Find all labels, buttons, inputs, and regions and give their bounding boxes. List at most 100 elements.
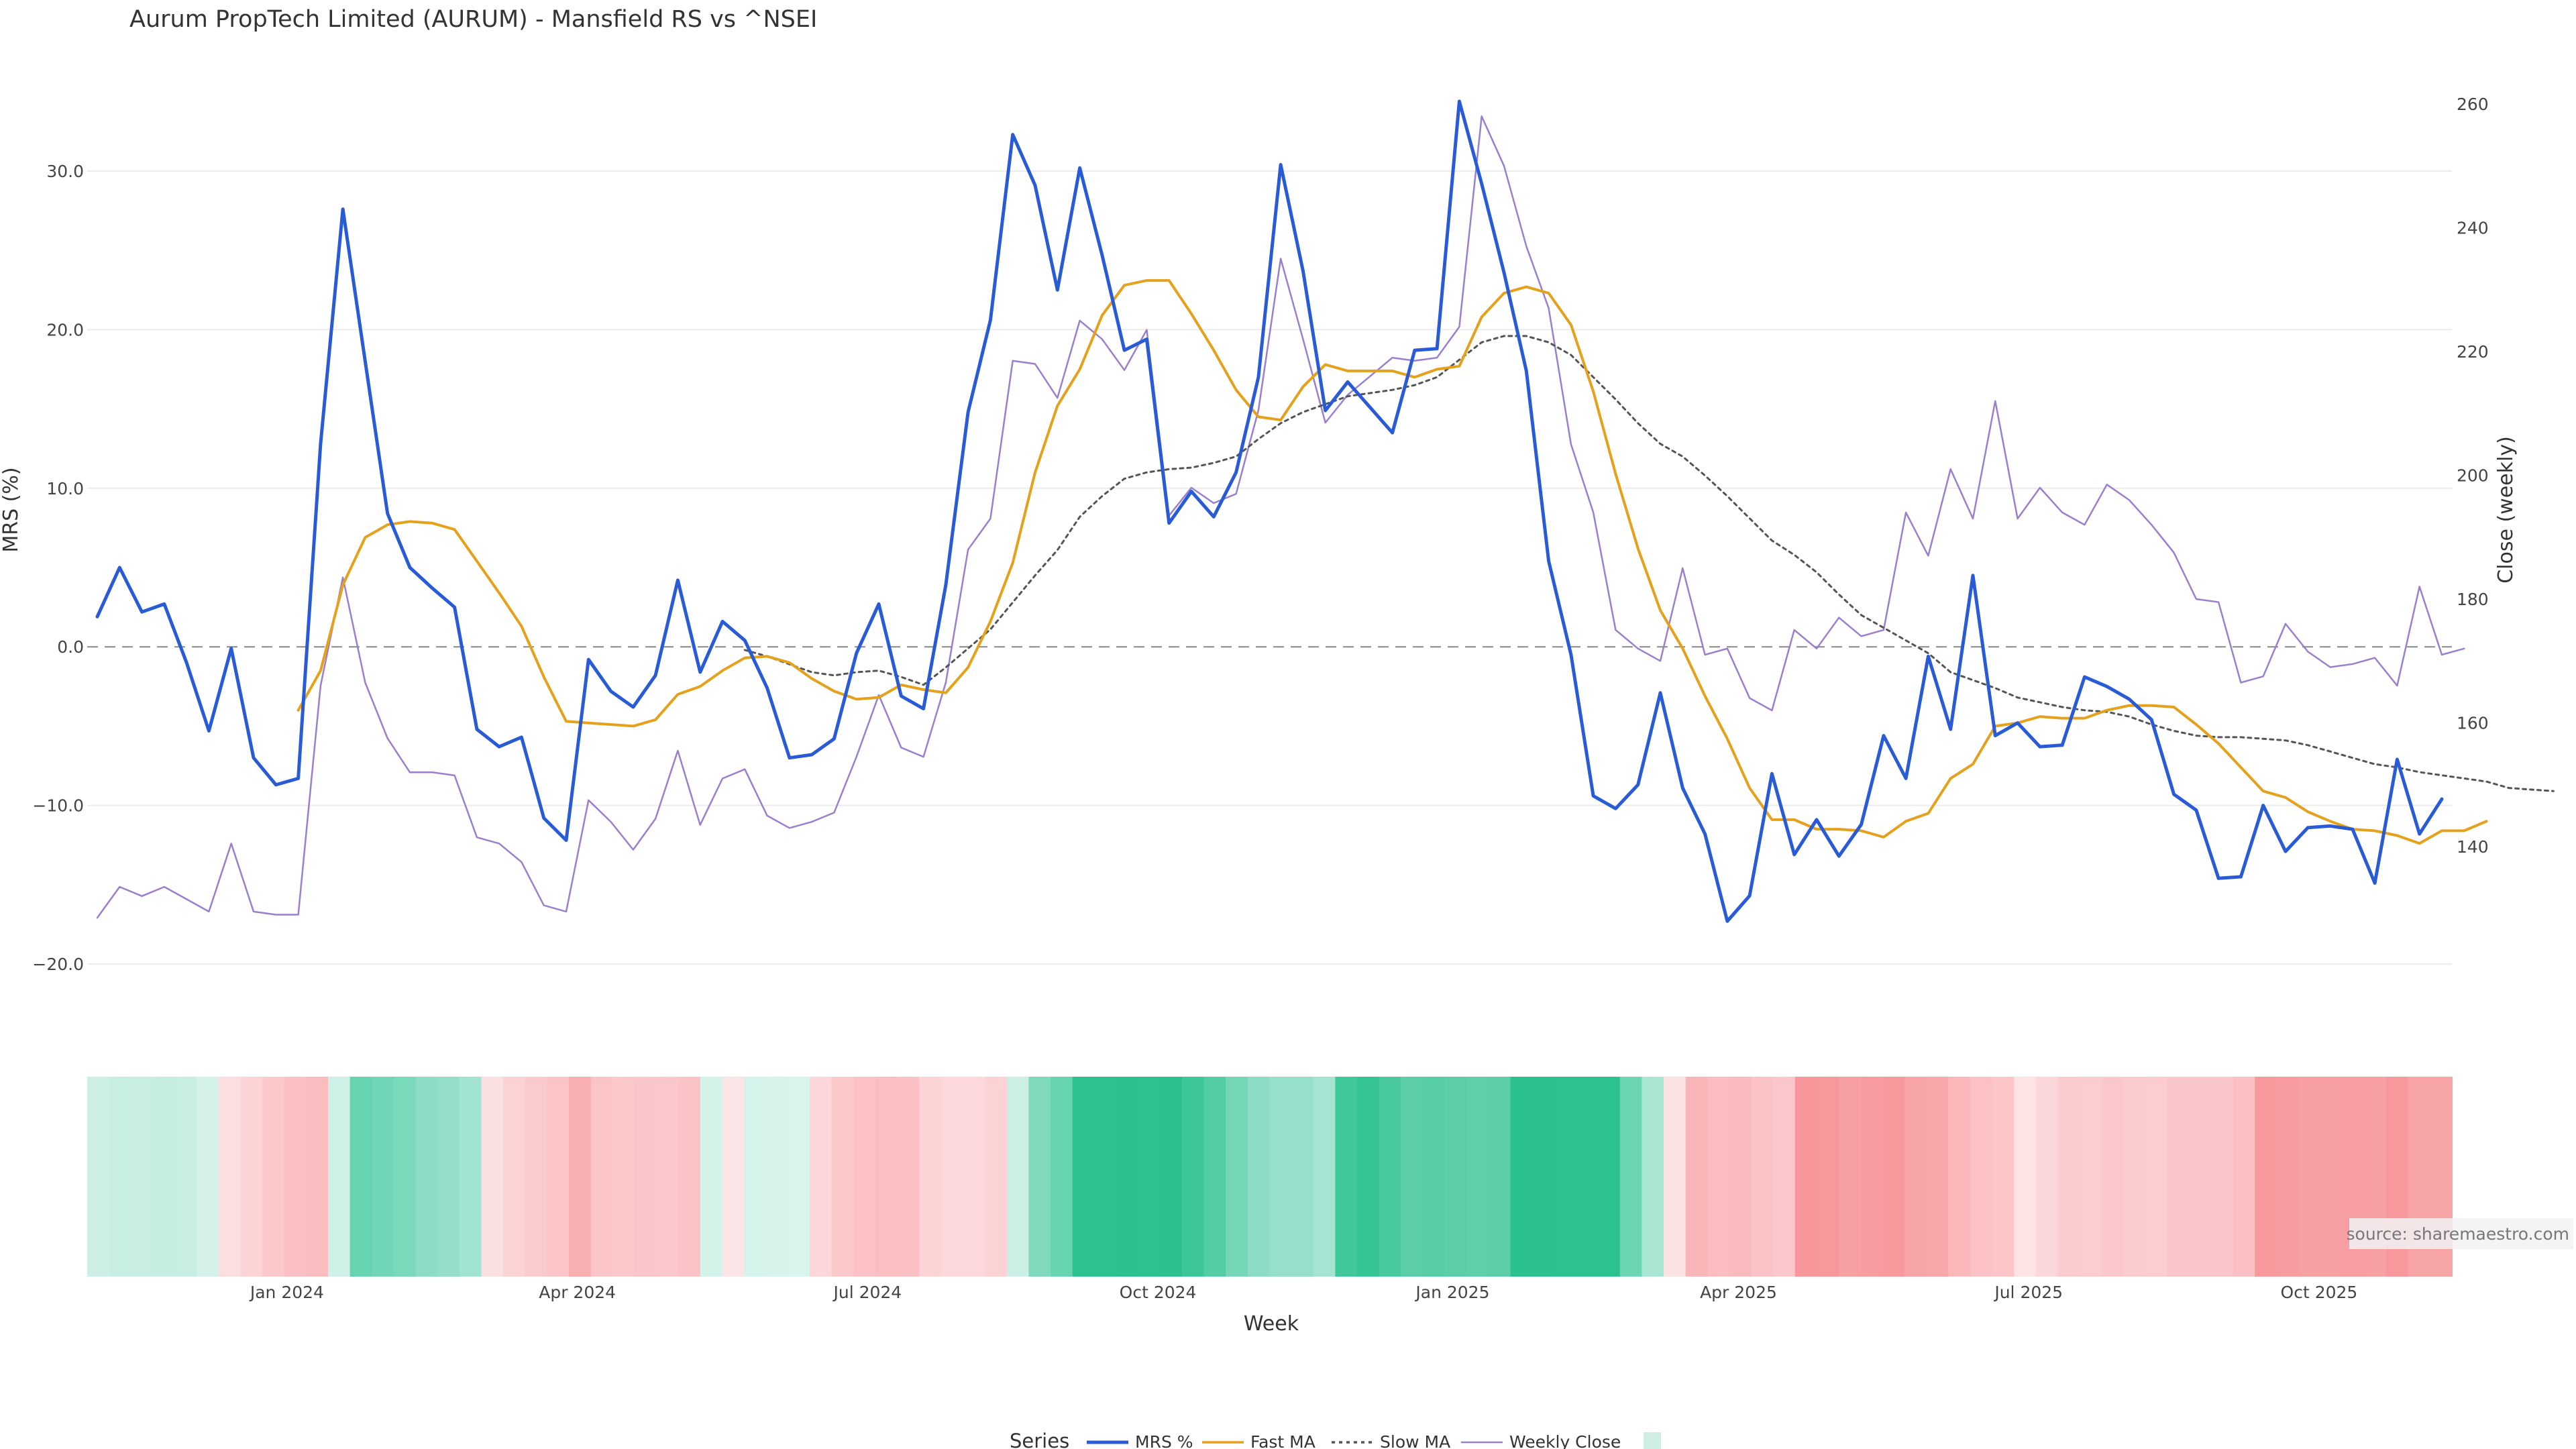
heatmap-cell: [788, 1077, 811, 1277]
heatmap-cell: [459, 1077, 482, 1277]
heatmap-cell: [350, 1077, 373, 1277]
heatmap-cell: [1401, 1077, 1424, 1277]
x-tick-label: Jan 2025: [1414, 1283, 1489, 1302]
x-tick-label: Jul 2024: [832, 1283, 902, 1302]
y-right-tick-label: 160: [2457, 714, 2489, 733]
legend-label: Fast MA: [1250, 1432, 1316, 1449]
heatmap-cell: [2255, 1077, 2277, 1277]
left-y-axis-title: MRS (%): [0, 467, 23, 552]
heatmap-cell: [1116, 1077, 1139, 1277]
x-tick-label: Apr 2024: [539, 1283, 616, 1302]
heatmap-cell: [831, 1077, 855, 1277]
heatmap-cell: [1379, 1077, 1402, 1277]
heatmap-cell: [678, 1077, 701, 1277]
series-line-slow-ma: [743, 335, 2555, 792]
heatmap-cell: [1685, 1077, 1709, 1277]
heatmap-cell: [590, 1077, 614, 1277]
heatmap-cell: [306, 1077, 329, 1277]
heatmap-cell: [985, 1077, 1008, 1277]
y-left-tick-label: 10.0: [46, 479, 84, 498]
heatmap-cell: [2210, 1077, 2234, 1277]
heatmap-cell: [1466, 1077, 1489, 1277]
heatmap-cell: [1335, 1077, 1358, 1277]
heatmap-cell: [2057, 1077, 2081, 1277]
heatmap-cell: [1488, 1077, 1511, 1277]
y-right-tick-label: 220: [2457, 342, 2489, 362]
heatmap-cell: [1203, 1077, 1227, 1277]
heatmap-cell: [875, 1077, 898, 1277]
rs-heatmap-strip: [87, 1077, 2453, 1277]
series-lines: [95, 99, 2555, 923]
heatmap-cell: [765, 1077, 789, 1277]
heatmap-cell: [1839, 1077, 1862, 1277]
heatmap-cell: [152, 1077, 176, 1277]
heatmap-cell: [1707, 1077, 1730, 1277]
chart-title: Aurum PropTech Limited (AURUM) - Mansfie…: [129, 6, 817, 33]
heatmap-cell: [415, 1077, 439, 1277]
heatmap-cell: [2080, 1077, 2102, 1277]
heatmap-cell: [1817, 1077, 1840, 1277]
heatmap-cell: [1948, 1077, 1971, 1277]
y-left-tick-label: 30.0: [46, 162, 84, 181]
right-y-axis-ticks: 260 240 220 200 180 160 140: [2457, 95, 2489, 857]
heatmap-cell: [853, 1077, 876, 1277]
heatmap-cell: [1094, 1077, 1118, 1277]
y-right-tick-label: 260: [2457, 95, 2489, 114]
heatmap-cell: [722, 1077, 745, 1277]
series-line-mrs-: [95, 99, 2444, 923]
heatmap-cell: [1729, 1077, 1752, 1277]
heatmap-cell: [525, 1077, 548, 1277]
gridlines: [87, 170, 2452, 965]
heatmap-cell: [131, 1077, 154, 1277]
heatmap-cell: [1751, 1077, 1774, 1277]
left-y-axis-ticks: 30.0 20.0 10.0 0.0 −10.0 −20.0: [32, 162, 84, 974]
heatmap-cell: [569, 1077, 592, 1277]
heatmap-cell: [218, 1077, 241, 1277]
heatmap-cell: [393, 1077, 417, 1277]
source-note-background: [2349, 1218, 2573, 1249]
heatmap-cell: [1904, 1077, 1927, 1277]
heatmap-cell: [1138, 1077, 1161, 1277]
heatmap-cell: [1554, 1077, 1577, 1277]
heatmap-cell: [1357, 1077, 1380, 1277]
heatmap-cell: [1882, 1077, 1906, 1277]
legend-label: Slow MA: [1380, 1432, 1450, 1449]
heatmap-cell: [109, 1077, 132, 1277]
heatmap-cell: [656, 1077, 680, 1277]
heatmap-cell: [284, 1077, 307, 1277]
heatmap-cell: [1926, 1077, 1949, 1277]
x-tick-label: Oct 2024: [1120, 1283, 1197, 1302]
heatmap-cell: [174, 1077, 198, 1277]
heatmap-cell: [1313, 1077, 1336, 1277]
heatmap-cell: [1664, 1077, 1686, 1277]
series-line-fast-ma: [297, 279, 2488, 845]
x-tick-label: Oct 2025: [2281, 1283, 2358, 1302]
heatmap-cell: [2145, 1077, 2168, 1277]
heatmap-cell: [1181, 1077, 1205, 1277]
heatmap-cell: [810, 1077, 833, 1277]
heatmap-cell: [1072, 1077, 1095, 1277]
y-left-tick-label: 20.0: [46, 320, 84, 339]
heatmap-cell: [1028, 1077, 1052, 1277]
heatmap-cell: [2233, 1077, 2256, 1277]
y-right-tick-label: 180: [2457, 590, 2489, 609]
y-left-tick-label: −10.0: [32, 796, 84, 816]
series-line-weekly-close: [96, 115, 2465, 919]
heatmap-cell: [700, 1077, 723, 1277]
legend: Series MRS % Fast MA Slow MA Weekly Close: [1010, 1430, 1661, 1449]
y-right-tick-label: 240: [2457, 219, 2489, 238]
heatmap-cell: [503, 1077, 526, 1277]
heatmap-cell: [1794, 1077, 1818, 1277]
heatmap-cell: [634, 1077, 657, 1277]
heatmap-cell: [240, 1077, 264, 1277]
heatmap-cell: [197, 1077, 219, 1277]
heatmap-cell: [1291, 1077, 1314, 1277]
y-left-tick-label: −20.0: [32, 955, 84, 974]
heatmap-cell: [2167, 1077, 2190, 1277]
heatmap-cell: [1226, 1077, 1248, 1277]
y-right-tick-label: 140: [2457, 837, 2489, 857]
heatmap-cell: [1422, 1077, 1446, 1277]
x-axis-ticks: Jan 2024 Apr 2024 Jul 2024 Oct 2024 Jan 2025…: [249, 1283, 2357, 1302]
heatmap-cell: [1773, 1077, 1796, 1277]
legend-label: MRS %: [1135, 1432, 1193, 1449]
